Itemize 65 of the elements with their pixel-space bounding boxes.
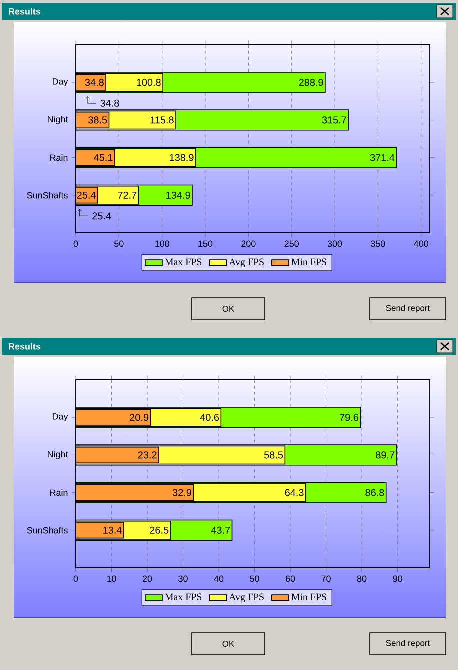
data-label: 40.6 — [200, 414, 220, 422]
data-label: 72.7 — [118, 192, 137, 199]
data-label: 43.7 — [211, 526, 230, 534]
data-label: 25.4 — [77, 192, 96, 199]
x-tick-label: 400 — [414, 240, 428, 248]
data-label: 86.8 — [366, 489, 384, 496]
data-label: 38.5 — [88, 116, 108, 124]
data-label: 100.8 — [137, 79, 161, 86]
y-tick-label: Rain — [50, 490, 68, 496]
y-tick-label: SunShafts — [27, 527, 68, 534]
x-tick-label: 70 — [322, 576, 331, 582]
data-label: 64.3 — [285, 489, 304, 496]
x-tick-label: 350 — [371, 240, 386, 248]
y-tick-label: Day — [53, 78, 68, 87]
x-tick-label: 0 — [74, 240, 78, 248]
x-tick-label: 30 — [178, 576, 188, 582]
data-label: 315.7 — [322, 116, 346, 124]
text: Send report — [386, 305, 430, 313]
x-tick-label: 100 — [156, 240, 170, 248]
text: OK — [222, 641, 235, 647]
data-label: 371.4 — [370, 154, 395, 162]
data-label: 32.9 — [172, 489, 192, 496]
data-label: 134.9 — [166, 192, 190, 199]
x-tick-label: 60 — [286, 576, 296, 582]
annotation: 25.4 — [92, 212, 112, 220]
y-tick-label: Night — [48, 116, 68, 124]
data-label: 288.9 — [299, 79, 324, 86]
x-tick-label: 40 — [214, 576, 224, 582]
legend-label: Avg FPS — [229, 594, 264, 603]
annotation: 34.8 — [100, 100, 120, 107]
data-label: 89.7 — [376, 452, 395, 459]
legend-label: Max FPS — [165, 594, 202, 600]
data-label: 26.5 — [150, 526, 169, 534]
x-tick-label: 200 — [242, 240, 256, 248]
data-label: 23.2 — [138, 452, 157, 459]
data-label: 20.9 — [130, 414, 149, 422]
x-tick-label: 90 — [393, 576, 402, 582]
y-tick-label: SunShafts — [27, 192, 68, 199]
data-label: 34.8 — [85, 79, 104, 86]
legend-label: Min FPS — [292, 594, 326, 600]
x-tick-label: 50 — [114, 240, 124, 248]
x-tick-label: 150 — [198, 240, 213, 248]
chart-title: Results — [9, 343, 41, 350]
x-tick-label: 0 — [74, 576, 78, 582]
text: Send report — [386, 640, 430, 648]
data-label: 138.9 — [170, 154, 194, 162]
y-tick-label: Night — [48, 451, 68, 460]
legend-label: Max FPS — [165, 258, 202, 266]
legend-label: Min FPS — [292, 258, 326, 266]
data-label: 58.5 — [264, 452, 284, 459]
y-tick-label: Rain — [50, 154, 68, 162]
data-label: 13.4 — [104, 526, 122, 534]
x-tick-label: 10 — [107, 576, 116, 582]
chart-title: Results — [9, 8, 41, 15]
data-label: 79.6 — [340, 414, 358, 422]
x-tick-label: 300 — [328, 240, 342, 248]
text: OK — [222, 306, 235, 312]
data-label: 115.8 — [150, 116, 174, 124]
x-tick-label: 20 — [142, 576, 152, 582]
x-tick-label: 50 — [250, 576, 260, 582]
x-tick-label: 80 — [357, 576, 367, 582]
legend-label: Avg FPS — [229, 258, 264, 268]
x-tick-label: 250 — [284, 240, 299, 248]
y-tick-label: Day — [53, 414, 68, 422]
data-label: 45.1 — [94, 154, 113, 162]
